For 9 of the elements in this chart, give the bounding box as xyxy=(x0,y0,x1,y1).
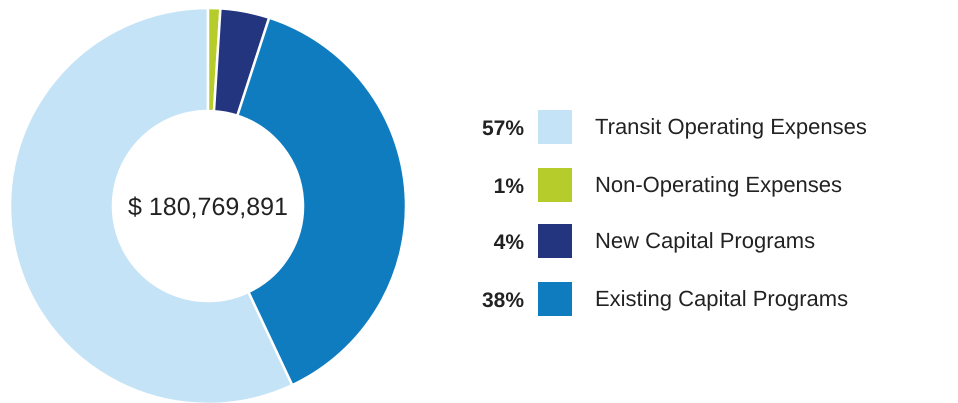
legend-label: Transit Operating Expenses xyxy=(595,114,867,139)
data-label: 38% xyxy=(482,289,524,312)
legend-label: New Capital Programs xyxy=(595,228,816,253)
legend-label: Non-Operating Expenses xyxy=(595,172,842,197)
data-label: 57% xyxy=(482,117,524,140)
data-label: 1% xyxy=(494,175,524,198)
data-label: 4% xyxy=(494,231,524,254)
text: $ 180,769,891 xyxy=(128,193,288,221)
legend-label: Existing Capital Programs xyxy=(595,286,848,311)
